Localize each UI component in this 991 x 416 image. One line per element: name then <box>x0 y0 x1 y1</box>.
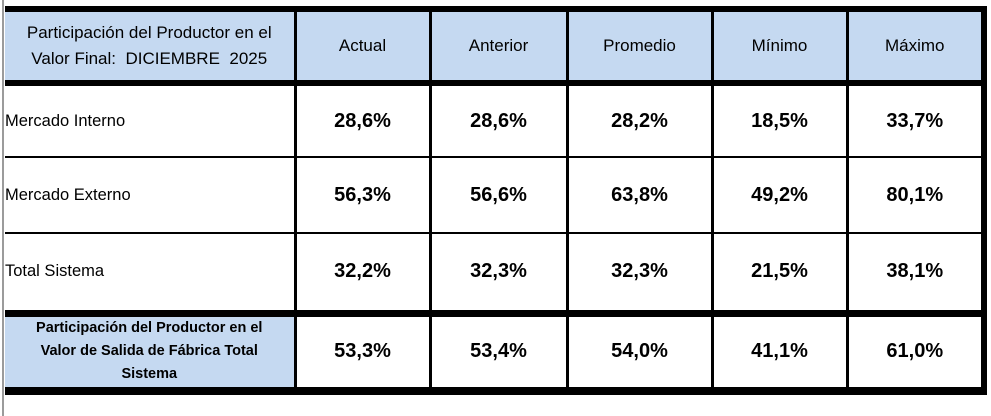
value-cell: 28,2% <box>565 83 714 158</box>
worksheet-gridline <box>2 0 4 416</box>
producer-participation-table: Participación del Productor en el Valor … <box>5 6 987 395</box>
value-cell: 28,6% <box>428 83 569 158</box>
value-cell: 53,3% <box>293 313 432 395</box>
row-label: Mercado Externo <box>5 157 297 234</box>
value-cell: 32,3% <box>428 233 569 317</box>
footer-row-label: Participación del Productor en el Valor … <box>5 313 297 395</box>
column-header-actual: Actual <box>293 6 432 86</box>
value-cell: 41,1% <box>710 313 849 395</box>
column-header-minimo: Mínimo <box>710 6 849 86</box>
value-cell: 56,3% <box>293 157 432 234</box>
row-label: Mercado Interno <box>5 83 297 158</box>
value-cell: 18,5% <box>710 83 849 158</box>
value-cell: 28,6% <box>293 83 432 158</box>
table-row-mercado-interno: Mercado Interno 28,6% 28,6% 28,2% 18,5% … <box>5 83 987 158</box>
value-cell: 80,1% <box>845 157 987 234</box>
value-cell: 32,3% <box>565 233 714 317</box>
column-header-maximo: Máximo <box>845 6 987 86</box>
value-cell: 32,2% <box>293 233 432 317</box>
table-title-cell: Participación del Productor en el Valor … <box>5 6 297 86</box>
table-row-salida-fabrica: Participación del Productor en el Valor … <box>5 313 987 395</box>
header-row: Participación del Productor en el Valor … <box>5 6 987 86</box>
table-row-total-sistema: Total Sistema 32,2% 32,3% 32,3% 21,5% 38… <box>5 233 987 317</box>
table-row-mercado-externo: Mercado Externo 56,3% 56,6% 63,8% 49,2% … <box>5 157 987 234</box>
value-cell: 38,1% <box>845 233 987 317</box>
row-label: Total Sistema <box>5 233 297 317</box>
value-cell: 63,8% <box>565 157 714 234</box>
value-cell: 21,5% <box>710 233 849 317</box>
value-cell: 54,0% <box>565 313 714 395</box>
column-header-promedio: Promedio <box>565 6 714 86</box>
value-cell: 33,7% <box>845 83 987 158</box>
column-header-anterior: Anterior <box>428 6 569 86</box>
value-cell: 53,4% <box>428 313 569 395</box>
value-cell: 49,2% <box>710 157 849 234</box>
value-cell: 56,6% <box>428 157 569 234</box>
value-cell: 61,0% <box>845 313 987 395</box>
